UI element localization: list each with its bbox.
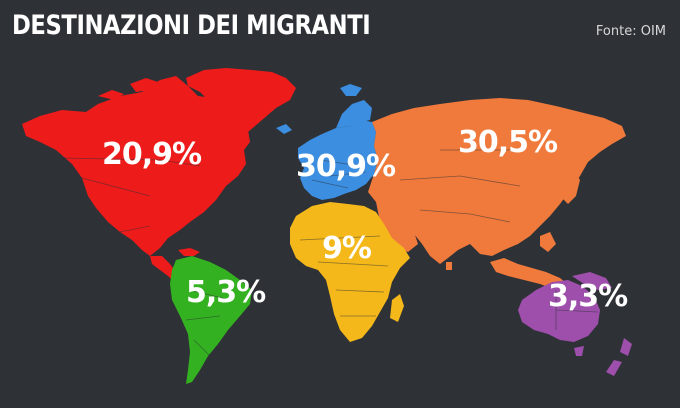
label-oceania: 3,3%	[548, 279, 628, 314]
label-north-america: 20,9%	[102, 137, 202, 172]
region-asia	[368, 98, 626, 290]
label-asia: 30,5%	[458, 125, 558, 160]
source-label: Fonte: OIM	[595, 24, 666, 39]
region-europe	[276, 84, 378, 200]
label-europe: 30,9%	[296, 149, 396, 184]
region-north-america	[22, 68, 296, 284]
region-africa	[290, 202, 410, 342]
region-oceania	[518, 272, 632, 376]
label-south-america: 5,3%	[186, 275, 266, 310]
label-africa: 9%	[322, 231, 372, 266]
region-south-america	[170, 256, 252, 384]
page-title: DESTINAZIONI DEI MIGRANTI	[12, 10, 371, 41]
